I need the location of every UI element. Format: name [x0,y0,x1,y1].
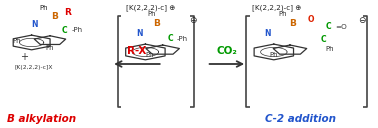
Text: [K(2,2,2)-c] ⊕: [K(2,2,2)-c] ⊕ [126,4,175,11]
Text: Ph: Ph [147,11,156,17]
Text: C-2 addition: C-2 addition [265,114,336,124]
Text: Ph: Ph [146,51,154,57]
Text: Ph: Ph [46,45,54,51]
Text: N: N [31,20,37,29]
Text: C: C [62,26,68,35]
Text: N: N [264,29,271,38]
Text: CO₂: CO₂ [217,46,237,56]
Text: C: C [326,22,332,31]
Text: ⊖: ⊖ [358,16,366,25]
Text: B: B [51,12,58,21]
Text: B alkylation: B alkylation [7,114,76,124]
Text: O: O [308,15,314,24]
Text: ⊖: ⊖ [189,16,197,25]
Text: =O: =O [335,24,347,30]
Text: B: B [153,19,160,28]
Text: Ph: Ph [325,46,334,52]
Text: [K(2,2,2)-c] ⊕: [K(2,2,2)-c] ⊕ [252,4,301,11]
Text: N: N [136,29,143,38]
Text: +: + [20,52,28,62]
Text: Ph: Ph [278,11,287,17]
Text: C: C [167,34,173,43]
Text: Ph: Ph [40,5,48,11]
Text: Ph: Ph [270,52,278,58]
Text: B: B [289,19,296,28]
Text: R: R [64,8,71,17]
Text: Ph: Ph [12,38,21,44]
Text: R-X: R-X [127,46,147,56]
Text: C: C [320,35,326,44]
Text: [K(2,2,2)-c]X: [K(2,2,2)-c]X [14,65,53,70]
Text: -Ph: -Ph [177,36,188,42]
Text: -Ph: -Ph [72,27,83,33]
